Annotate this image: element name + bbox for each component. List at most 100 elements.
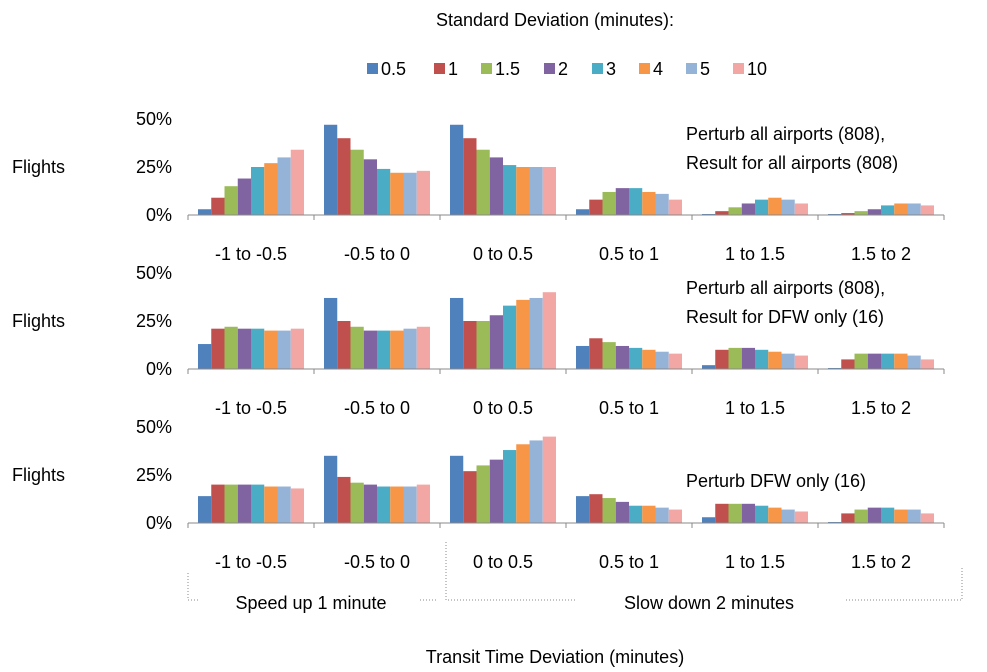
legend: 0.5 1 1.5 2 3 4 5 10 [367, 59, 767, 79]
legend-title: Standard Deviation (minutes): [436, 10, 674, 30]
legend-label: 1 [448, 59, 458, 79]
bar [264, 486, 278, 523]
bar [211, 197, 225, 215]
bar [450, 455, 464, 523]
bar [390, 330, 404, 369]
bar [589, 494, 603, 523]
bar [363, 159, 377, 215]
bar [702, 365, 716, 369]
bracket-label-speed-up: Speed up 1 minute [235, 593, 386, 613]
category-label: 0 to 0.5 [473, 244, 533, 264]
bar [463, 471, 477, 523]
bar [668, 353, 682, 369]
bar [198, 209, 212, 215]
bar [489, 315, 503, 369]
bar [450, 297, 464, 369]
bracket-lines [187, 542, 963, 601]
bar [642, 505, 656, 523]
bar [841, 213, 855, 215]
bar [881, 205, 895, 215]
bar [867, 209, 881, 215]
bar [416, 170, 430, 215]
bar [337, 476, 351, 523]
bar [224, 186, 238, 215]
bar [403, 172, 417, 215]
bar [403, 328, 417, 369]
bar [363, 330, 377, 369]
legend-label: 0.5 [381, 59, 406, 79]
bar [542, 167, 556, 215]
bar [516, 167, 530, 215]
bar [324, 124, 338, 215]
bar [741, 503, 755, 523]
bar [290, 149, 304, 215]
bar [615, 345, 629, 369]
bar [290, 328, 304, 369]
bar [715, 503, 729, 523]
bar [416, 484, 430, 523]
category-label: 0.5 to 1 [599, 552, 659, 572]
chart-panel: 0% 25% 50% Flights -1 to -0.5 -0.5 to 0 0 to 0… [12, 263, 945, 418]
bar [476, 321, 490, 369]
category-label: -0.5 to 0 [344, 552, 410, 572]
bar [728, 347, 742, 369]
bar [337, 138, 351, 215]
bar [755, 199, 769, 215]
bar [894, 509, 908, 523]
category-label: -1 to -0.5 [215, 552, 287, 572]
bar [463, 138, 477, 215]
legend-swatch [367, 63, 378, 74]
legend-label: 4 [653, 59, 663, 79]
bar [264, 163, 278, 215]
legend-swatch [733, 63, 744, 74]
bar [715, 211, 729, 215]
bar [516, 299, 530, 369]
bar [907, 509, 921, 523]
bar [881, 507, 895, 523]
legend-label: 3 [606, 59, 616, 79]
bar [390, 486, 404, 523]
bar [277, 330, 291, 369]
bar [324, 297, 338, 369]
bar [237, 328, 251, 369]
y-axis-label: Flights [12, 157, 65, 177]
bar [655, 507, 669, 523]
bar [251, 167, 265, 215]
bar [715, 349, 729, 369]
bar [781, 199, 795, 215]
panel-annotation: Result for all airports (808) [686, 153, 898, 173]
chart-panel: 0% 25% 50% Flights -1 to -0.5 -0.5 to 0 0 to 0… [12, 109, 945, 264]
bar [781, 509, 795, 523]
category-label: 0 to 0.5 [473, 552, 533, 572]
bar [629, 347, 643, 369]
category-label: 1.5 to 2 [851, 552, 911, 572]
bar [781, 353, 795, 369]
bar [668, 199, 682, 215]
bar [854, 509, 868, 523]
y-tick-label: 25% [136, 311, 172, 331]
bar [629, 505, 643, 523]
bar [211, 328, 225, 369]
category-label: 0.5 to 1 [599, 244, 659, 264]
bar [350, 326, 364, 369]
bar [867, 353, 881, 369]
bar [907, 355, 921, 369]
panel-annotation: Perturb all airports (808), [686, 124, 885, 144]
bar [867, 507, 881, 523]
legend-swatch [686, 63, 697, 74]
bar [602, 342, 616, 369]
bar [237, 484, 251, 523]
bar [615, 188, 629, 215]
bar [237, 178, 251, 215]
bar [529, 297, 543, 369]
bracket-right-end [846, 566, 963, 601]
bar [277, 486, 291, 523]
bar [403, 486, 417, 523]
panel-annotation: Perturb DFW only (16) [686, 471, 866, 491]
bar [728, 503, 742, 523]
bar [463, 321, 477, 369]
category-label: -1 to -0.5 [215, 398, 287, 418]
bar [841, 359, 855, 369]
y-tick-label: 50% [136, 263, 172, 283]
